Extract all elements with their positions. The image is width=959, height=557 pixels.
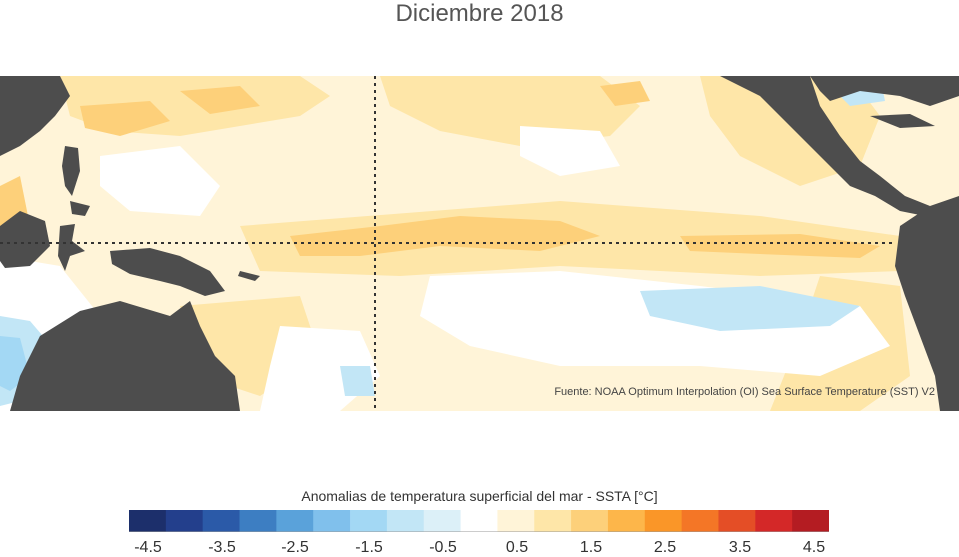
colorbar-segment (681, 510, 719, 532)
colorbar-segment (571, 510, 609, 532)
colorbar-segment (792, 510, 829, 532)
land-solomon (238, 271, 260, 281)
colorbar-segment (718, 510, 756, 532)
land-north-america (720, 76, 930, 216)
colorbar-segment (497, 510, 535, 532)
colorbar-segment (202, 510, 241, 532)
land-sulawesi (58, 224, 85, 271)
colorbar-segment (350, 510, 388, 532)
land-asia (0, 76, 70, 156)
land-us-south (810, 76, 959, 106)
colorbar-segment (313, 510, 351, 532)
source-note: Fuente: NOAA Optimum Interpolation (OI) … (554, 386, 935, 398)
colorbar-tick-label: 0.5 (505, 539, 529, 556)
colorbar-segment (607, 510, 646, 532)
land-cuba (870, 114, 935, 128)
land-philippines-south (70, 201, 90, 216)
colorbar-tick-label: 4.5 (802, 539, 826, 556)
land-borneo (0, 211, 50, 268)
colorbar-segment (165, 510, 204, 532)
colorbar-tick-label: -3.5 (208, 539, 236, 556)
colorbar-tick-label: 3.5 (728, 539, 752, 556)
map-title: Diciembre 2018 (395, 0, 564, 27)
colorbar-segment (755, 510, 793, 532)
ssta-map (0, 76, 959, 411)
colorbar-segment (129, 510, 167, 532)
colorbar (129, 510, 829, 532)
land (0, 76, 959, 411)
colorbar-title: Anomalias de temperatura superficial del… (301, 488, 658, 504)
land-australia (10, 301, 240, 411)
colorbar-segment (534, 510, 572, 532)
colorbar-segment (423, 510, 462, 532)
colorbar-tick-label: 1.5 (579, 539, 603, 556)
colorbar-tick-label: -2.5 (281, 539, 309, 556)
colorbar-segment (239, 510, 277, 532)
colorbar-segment (276, 510, 314, 532)
colorbar-segment (386, 510, 425, 532)
colorbar-segment (644, 510, 683, 532)
colorbar-tick-label: -0.5 (429, 539, 457, 556)
colorbar-tick-label: 2.5 (653, 539, 677, 556)
land-philippines (62, 146, 80, 196)
colorbar-tick-label: -1.5 (355, 539, 383, 556)
colorbar-segment (460, 510, 498, 532)
land-south-america (895, 196, 959, 411)
land-new-guinea (110, 248, 225, 296)
colorbar-tick-label: -4.5 (134, 539, 162, 556)
